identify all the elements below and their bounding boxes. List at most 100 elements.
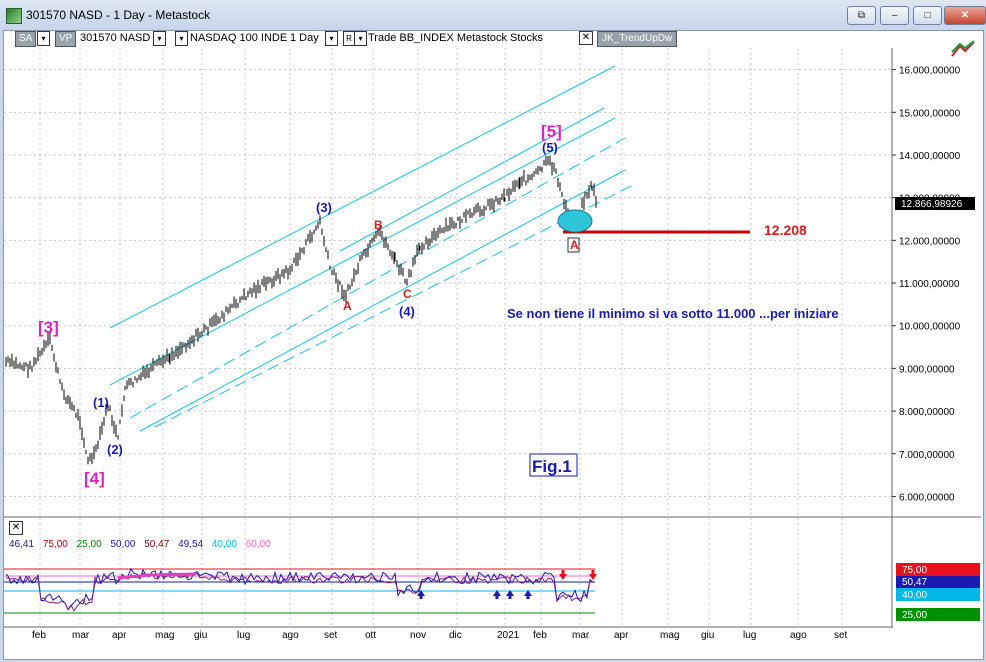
sell-arrow — [589, 570, 597, 580]
mode-text: Trade BB_INDEX Metastock Stocks — [368, 32, 544, 44]
time-tick-label: feb — [533, 630, 547, 641]
sa-button[interactable]: SA — [15, 31, 37, 47]
oscillator-fast — [5, 567, 594, 611]
price-tick-label: 15.000,00000 — [899, 108, 961, 119]
price-axis: 16.000,0000015.000,0000014.000,0000013.0… — [892, 66, 961, 503]
current-price-text: 12.866,98926 — [901, 199, 963, 210]
time-tick-label: mag — [155, 630, 174, 641]
time-tick-label: lug — [237, 630, 250, 641]
wave-1-label: (1) — [93, 395, 109, 410]
time-tick-label: giu — [701, 630, 714, 641]
current-price-tag — [895, 197, 975, 210]
buy-arrow — [493, 590, 501, 599]
restore-chart-icon[interactable]: ⧉ — [847, 6, 876, 25]
indicator-close-icon[interactable]: ✕ — [579, 31, 593, 45]
time-tick-label: giu — [194, 630, 207, 641]
support-ellipse — [557, 209, 593, 233]
index-name: NASDAQ 100 INDE — [190, 32, 288, 44]
legend-value: 25,00 — [76, 539, 102, 550]
indicator-axis-label: 25,00 — [902, 610, 927, 621]
price-tick-label: 16.000,00000 — [899, 66, 961, 77]
period-label: 1 Day — [290, 32, 319, 44]
chart-toolbar: SA ▾ VP 301570 NASD ▾ ▾ NASDAQ 100 INDE … — [3, 30, 893, 48]
indicator-panel: 75,00 40,00 25,00 50,47 — [4, 563, 980, 621]
time-tick-label: apr — [112, 630, 127, 641]
trend-channel-line — [109, 65, 616, 329]
wave-c-label: C — [403, 287, 412, 301]
wave-4-label: (4) — [399, 304, 415, 319]
legend-value: 50,00 — [110, 539, 136, 550]
time-tick-label: ago — [282, 630, 299, 641]
wave-a-label: A — [343, 299, 352, 313]
trend-channel-line — [129, 137, 626, 419]
indicator-legend: 46,41 75,00 25,00 50,00 50,47 49,54 40,0… — [9, 539, 277, 550]
index-dropdown-icon[interactable]: ▾ — [175, 31, 188, 46]
indicator-axis-label: 75,00 — [902, 565, 927, 576]
maximize-button[interactable]: □ — [913, 6, 942, 25]
wave-3-major-label: [3] — [38, 318, 59, 337]
trend-channel-line — [139, 169, 626, 432]
price-tick-label: 7.000,00000 — [899, 450, 955, 461]
trend-tool-icon[interactable] — [950, 40, 976, 58]
close-button[interactable]: ✕ — [944, 6, 986, 25]
legend-value: 40,00 — [211, 539, 237, 550]
wave-4-major-label: [4] — [84, 469, 105, 488]
legend-value: 60,00 — [245, 539, 271, 550]
time-tick-label: lug — [743, 630, 756, 641]
price-bars — [5, 155, 597, 465]
time-axis: feb mar apr mag giu lug ago set ott nov dic 2021 feb… — [32, 630, 848, 641]
wave-b-label: B — [374, 218, 383, 232]
minimize-button[interactable]: – — [880, 6, 909, 25]
trend-channel-line — [339, 107, 605, 252]
period-dropdown-icon[interactable]: ▾ — [325, 31, 338, 46]
buy-arrow — [417, 590, 425, 599]
buy-arrow — [506, 590, 514, 599]
comment-text: Se non tiene il minimo si va sotto 11.00… — [507, 306, 839, 321]
price-tick-label: 10.000,00000 — [899, 322, 961, 333]
indicator-axis-tag — [896, 563, 980, 576]
price-tick-label: 6.000,00000 — [899, 492, 955, 503]
price-tick-label: 14.000,00000 — [899, 151, 961, 162]
fig-box — [529, 453, 578, 477]
time-tick-label: dic — [449, 630, 462, 641]
time-tick-label: apr — [614, 630, 629, 641]
wave-5-major-label: [5] — [541, 122, 562, 141]
fig-label: Fig.1 — [532, 457, 572, 476]
indicator-axis-label: 50,47 — [902, 577, 927, 588]
legend-value: 49,54 — [178, 539, 204, 550]
wave-3-label: (3) — [316, 200, 332, 215]
chart-grid — [4, 48, 981, 628]
sa-dropdown-icon[interactable]: ▾ — [37, 31, 50, 46]
time-tick-label: set — [324, 630, 338, 641]
indicator-panel-close-icon[interactable]: ✕ — [9, 521, 23, 535]
legend-value: 50,47 — [144, 539, 170, 550]
symbol-label: 301570 NASD — [80, 32, 151, 44]
symbol-dropdown-icon[interactable]: ▾ — [153, 31, 166, 46]
oscillator-slow — [6, 572, 594, 612]
indicator-axis-tag — [896, 588, 980, 601]
price-tick-label: 12.000,00000 — [899, 236, 961, 247]
oscillator-highlight — [117, 572, 196, 580]
legend-value: 46,41 — [9, 539, 35, 550]
indicator-axis-tag — [896, 608, 980, 621]
vp-button[interactable]: VP — [55, 31, 77, 47]
buy-arrow — [524, 590, 532, 599]
indicator-axis-label: 40,00 — [902, 590, 927, 601]
wave-a-boxed-label: A — [570, 238, 579, 252]
level-label: 12.208 — [764, 222, 807, 238]
price-tick-label: 9.000,00000 — [899, 364, 955, 375]
time-tick-label: ott — [365, 630, 376, 641]
indicator-axis-tag-hidden — [896, 576, 980, 588]
time-tick-label: feb — [32, 630, 46, 641]
trend-channels — [109, 65, 636, 432]
chart-area[interactable] — [3, 30, 984, 660]
r-dropdown-icon[interactable]: ▾ — [354, 31, 367, 46]
window-titlebar: 301570 NASD - 1 Day - Metastock ⧉ – □ ✕ — [0, 0, 986, 30]
price-tick-label: 11.000,00000 — [899, 279, 960, 290]
sell-arrow — [559, 570, 567, 580]
time-tick-label: mag — [660, 630, 679, 641]
indicator-tag[interactable]: JK_TrendUpDw — [597, 31, 678, 47]
time-tick-label: ago — [790, 630, 807, 641]
time-tick-label: mar — [572, 630, 590, 641]
